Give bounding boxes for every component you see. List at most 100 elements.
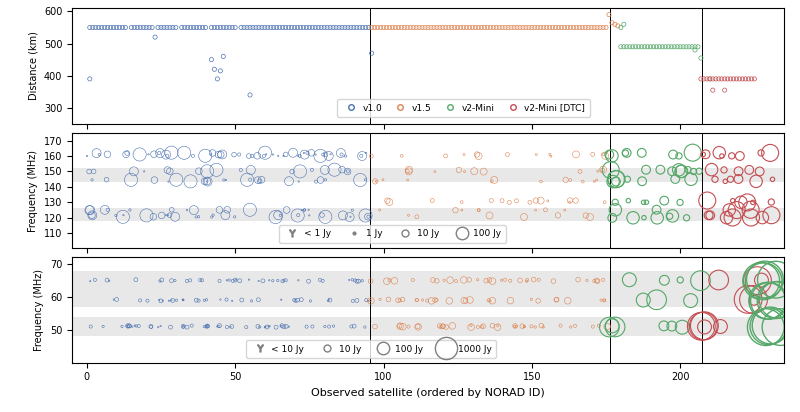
Point	[475, 24, 488, 31]
Point	[213, 278, 226, 284]
Point	[116, 24, 129, 31]
Point	[449, 207, 462, 213]
Point	[665, 44, 678, 50]
Point	[153, 297, 166, 303]
Point	[149, 34, 162, 40]
Point	[303, 24, 316, 31]
Point	[272, 152, 285, 159]
Point	[381, 197, 394, 204]
Point	[458, 151, 470, 158]
Point	[350, 278, 363, 285]
Point	[698, 76, 710, 82]
Point	[518, 323, 530, 330]
Point	[531, 24, 544, 31]
Point	[394, 297, 406, 304]
Point	[621, 176, 634, 183]
Point	[542, 198, 554, 204]
Point	[434, 323, 447, 330]
Point	[485, 197, 498, 204]
Point	[212, 151, 225, 158]
Point	[486, 278, 499, 284]
Point	[192, 297, 205, 304]
Point	[472, 207, 485, 213]
Point	[246, 153, 258, 159]
Point	[275, 296, 288, 303]
Point	[170, 176, 182, 183]
Point	[125, 176, 138, 183]
Point	[101, 151, 114, 158]
Point	[593, 323, 606, 329]
Point	[224, 323, 237, 330]
Point	[81, 153, 94, 159]
Point	[606, 323, 618, 329]
Point	[730, 207, 743, 213]
Point	[530, 151, 542, 158]
Point	[154, 323, 167, 329]
Point	[764, 150, 777, 156]
Point	[543, 24, 556, 31]
Bar	[72, 316, 784, 336]
Point	[253, 178, 266, 185]
Point	[253, 24, 266, 31]
Point	[682, 166, 694, 173]
Point	[294, 24, 307, 31]
Point	[734, 153, 746, 159]
Point	[493, 24, 506, 31]
Point	[163, 24, 176, 31]
Point	[438, 277, 450, 283]
Point	[606, 152, 618, 159]
Point	[590, 277, 603, 284]
Point	[356, 24, 369, 31]
Point	[714, 323, 727, 330]
Point	[543, 151, 556, 158]
Point	[257, 278, 270, 284]
Point	[334, 150, 347, 156]
Point	[339, 153, 352, 159]
Point	[344, 213, 357, 220]
Point	[402, 323, 415, 330]
Point	[312, 24, 325, 31]
Point	[181, 207, 194, 213]
Point	[269, 214, 282, 220]
Point	[250, 24, 262, 31]
Point	[386, 24, 398, 31]
Point	[736, 76, 749, 82]
Point	[166, 24, 179, 31]
Point	[302, 278, 315, 285]
Point	[130, 276, 142, 283]
Point	[510, 24, 523, 31]
Point	[484, 24, 497, 31]
Point	[186, 152, 199, 159]
Point	[591, 168, 604, 175]
Point	[673, 152, 686, 159]
Point	[216, 151, 229, 158]
Point	[123, 323, 136, 329]
Point	[190, 297, 202, 304]
Point	[658, 197, 670, 204]
Point	[712, 277, 725, 283]
Point	[430, 24, 443, 31]
Point	[404, 24, 417, 31]
Point	[366, 24, 378, 31]
Point	[192, 213, 205, 220]
Point	[762, 323, 775, 330]
Point	[754, 168, 766, 175]
Point	[368, 24, 381, 31]
Point	[590, 177, 603, 183]
Point	[310, 178, 322, 185]
Point	[177, 323, 190, 330]
Point	[739, 76, 752, 82]
Point	[579, 212, 592, 219]
Point	[383, 24, 396, 31]
Bar	[72, 271, 784, 287]
Point	[292, 178, 305, 185]
Point	[199, 24, 212, 31]
Point	[186, 322, 198, 329]
Point	[244, 176, 257, 183]
Point	[184, 24, 197, 31]
Point	[726, 197, 739, 204]
Point	[134, 297, 146, 304]
Point	[490, 24, 502, 31]
Point	[505, 24, 518, 31]
Point	[609, 206, 622, 213]
